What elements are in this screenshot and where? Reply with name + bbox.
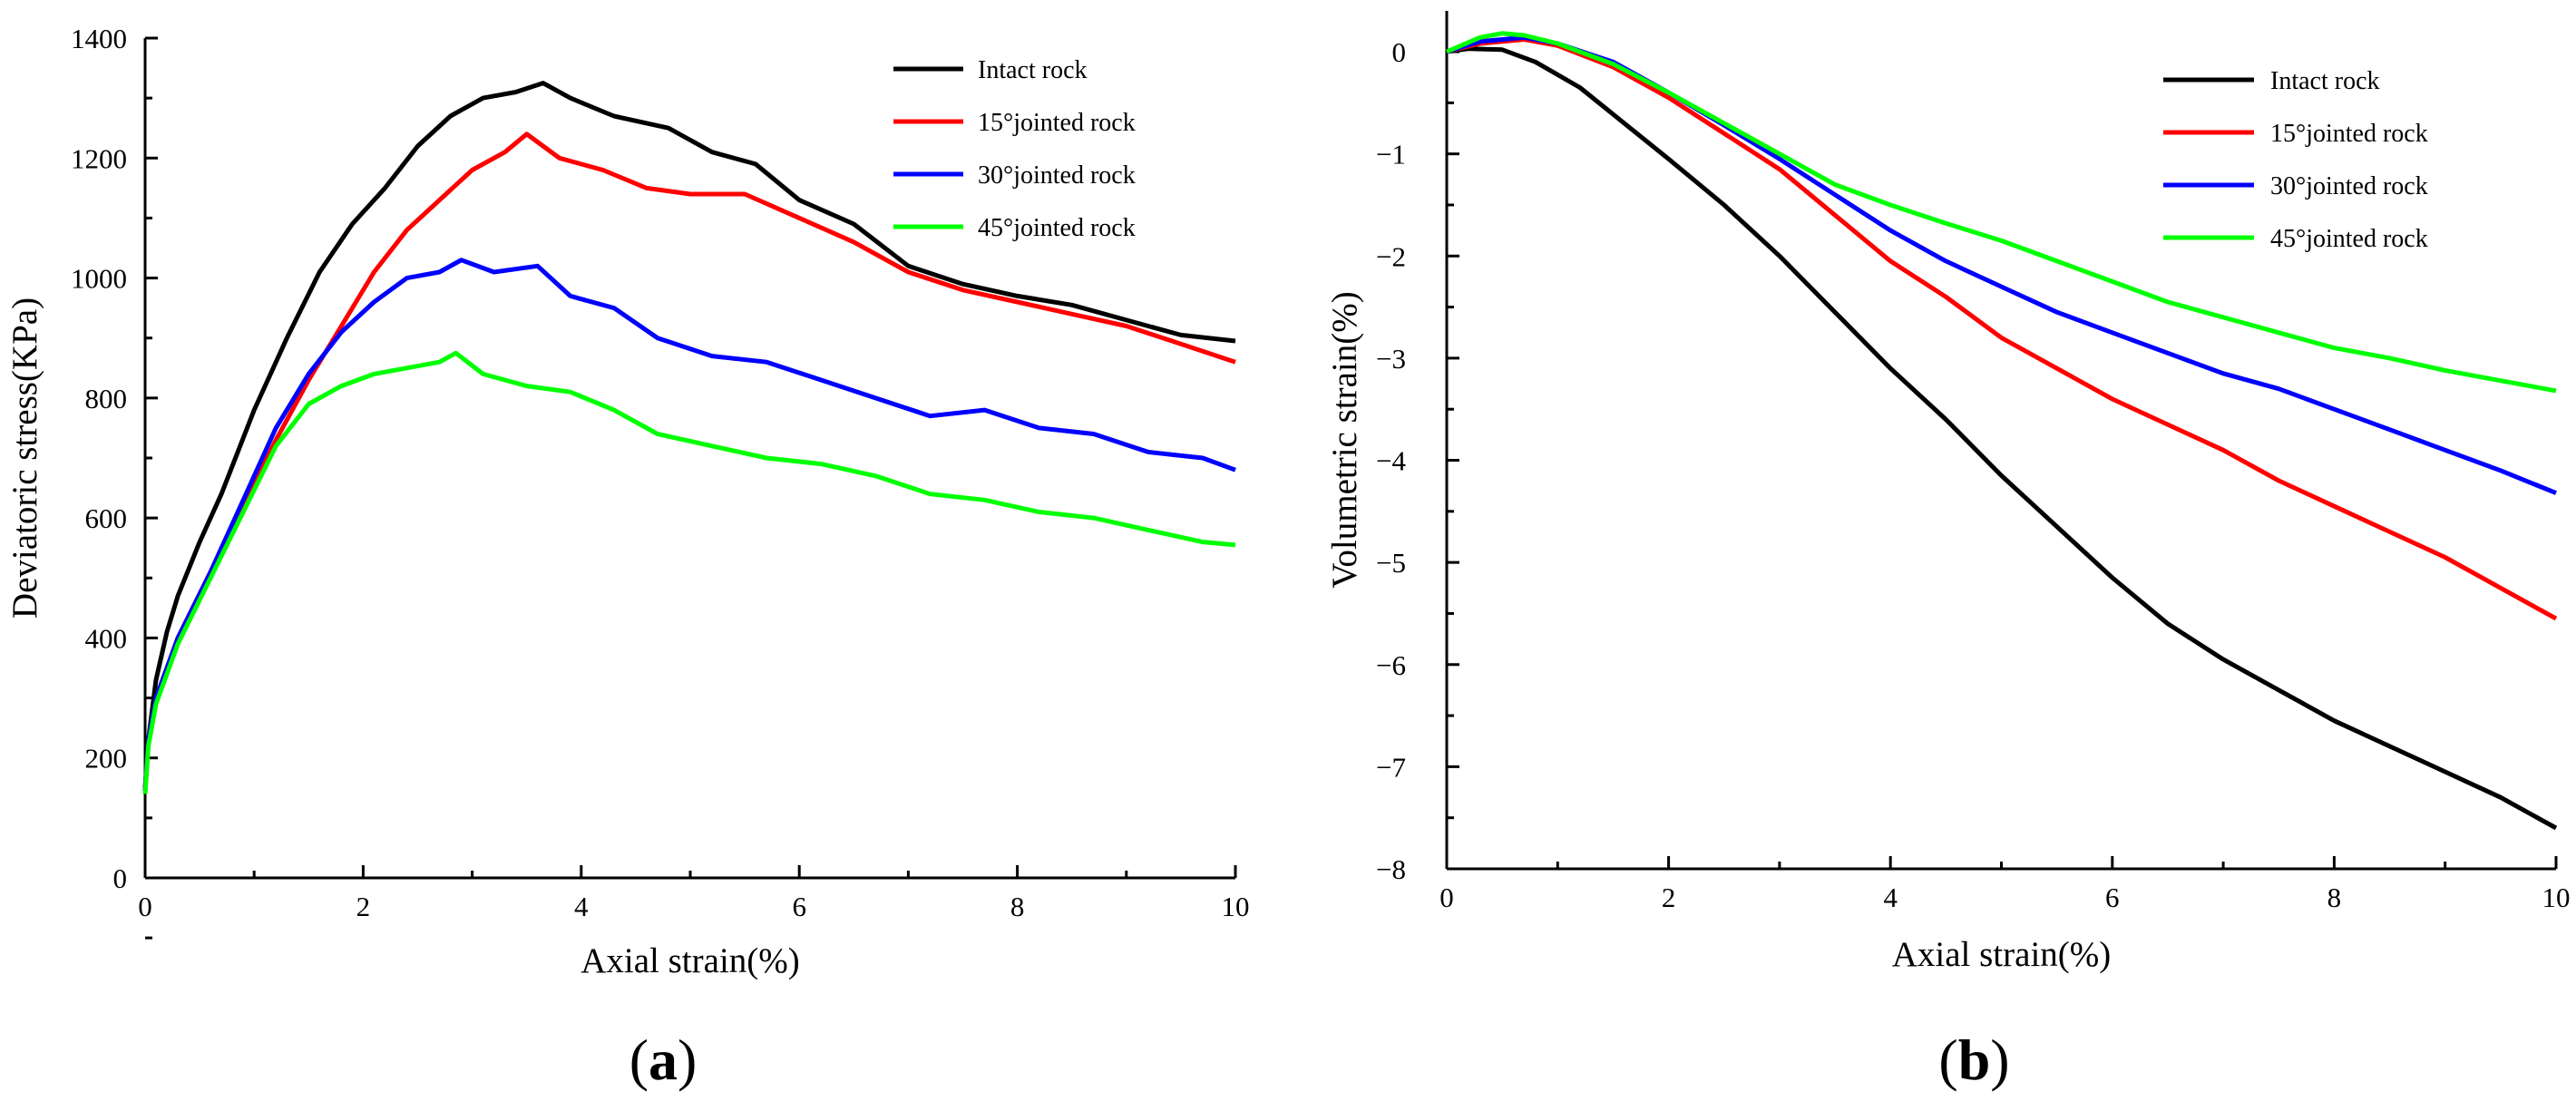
y-axis-title: Deviatoric stress(KPa) bbox=[5, 297, 44, 619]
y-tick-label: 400 bbox=[85, 622, 128, 654]
x-tick-label: 4 bbox=[1883, 882, 1898, 913]
series-line-15-jointed-rock bbox=[1446, 37, 2558, 621]
y-tick-label: −2 bbox=[1376, 240, 1406, 272]
x-tick-label: 6 bbox=[792, 891, 806, 922]
legend-entry-label: 15°jointed rock bbox=[2270, 120, 2428, 148]
y-tick-label: 200 bbox=[85, 743, 128, 775]
series-line-30-jointed-rock bbox=[1446, 34, 2557, 495]
x-tick-label: 2 bbox=[356, 891, 371, 922]
y-axis-title: Volumetric strain(%) bbox=[1325, 291, 1364, 588]
series-line-intact-rock bbox=[142, 81, 1236, 788]
y-tick-label: −5 bbox=[1376, 547, 1406, 579]
y-tick-label: 800 bbox=[85, 383, 128, 414]
series-line-30-jointed-rock bbox=[142, 258, 1236, 792]
series-line-intact-rock bbox=[1446, 46, 2558, 831]
legend-entry-label: 30°jointed rock bbox=[978, 161, 1136, 190]
panel-label-close: ) bbox=[678, 1028, 697, 1092]
y-tick-label: −7 bbox=[1376, 751, 1406, 783]
panel-label-open: ( bbox=[1938, 1028, 1957, 1092]
x-tick-label: 8 bbox=[1010, 891, 1025, 922]
panel-label-letter: b bbox=[1958, 1028, 1991, 1092]
y-tick-label: 1000 bbox=[71, 263, 127, 295]
panel-label: (b) bbox=[1938, 1028, 2009, 1092]
y-tick-label: 600 bbox=[85, 502, 128, 534]
x-tick-label: 10 bbox=[2542, 882, 2571, 913]
series-line-45-jointed-rock bbox=[142, 350, 1236, 794]
x-tick-label: 10 bbox=[1222, 891, 1250, 922]
y-tick-label: 0 bbox=[1392, 36, 1407, 68]
legend-entry-label: 45°jointed rock bbox=[2270, 225, 2428, 253]
y-tick-label: 1200 bbox=[71, 142, 127, 174]
panel-label-open: ( bbox=[629, 1028, 649, 1092]
panel-b-chart: 0 2 4 6 8 10 0 −1 −2 −3 −4 −5 −6 −7 −8 Intact rock 15°jo… bbox=[1325, 11, 2571, 1092]
y-tick-label: 0 bbox=[113, 862, 128, 894]
y-tick-label: 1400 bbox=[71, 23, 127, 54]
legend-entry-label: 45°jointed rock bbox=[978, 214, 1136, 242]
x-tick-label: 8 bbox=[2327, 882, 2342, 913]
x-tick-label: 6 bbox=[2105, 882, 2120, 913]
legend-entry-label: Intact rock bbox=[978, 56, 1088, 84]
x-axis-title: Axial strain(%) bbox=[581, 941, 800, 980]
legend-entry-label: Intact rock bbox=[2270, 67, 2380, 95]
legend-entry-label: 15°jointed rock bbox=[978, 109, 1136, 137]
x-tick-label: 0 bbox=[1439, 882, 1454, 913]
x-tick-label: 0 bbox=[138, 891, 152, 922]
panel-label-close: ) bbox=[1990, 1028, 2009, 1092]
x-tick-label: 2 bbox=[1662, 882, 1676, 913]
y-tick-label: −4 bbox=[1376, 445, 1406, 477]
y-tick-label: −8 bbox=[1376, 853, 1406, 885]
y-tick-label: −3 bbox=[1376, 343, 1406, 375]
panel-label-letter: a bbox=[649, 1028, 678, 1092]
y-tick-label: −6 bbox=[1376, 649, 1406, 681]
panel-label: (a) bbox=[629, 1028, 698, 1092]
series-line-45-jointed-rock bbox=[1446, 31, 2557, 394]
legend-entry-label: 30°jointed rock bbox=[2270, 172, 2428, 200]
x-tick-label: 4 bbox=[574, 891, 589, 922]
x-axis-title: Axial strain(%) bbox=[1892, 935, 2112, 974]
y-tick-label: −1 bbox=[1376, 139, 1406, 171]
panel-a-chart: 0 2 4 6 8 10 0 200 400 600 800 1000 1200 1400 Intact r… bbox=[5, 23, 1250, 1092]
